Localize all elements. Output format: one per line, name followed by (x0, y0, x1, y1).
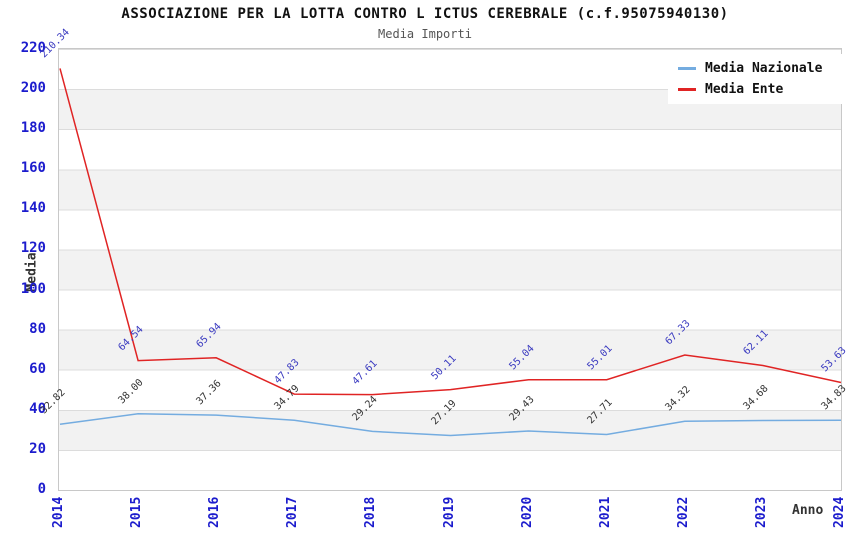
legend-item-label: Media Nazionale (705, 61, 823, 76)
x-tick-label: 2022 (675, 496, 691, 528)
x-tick-label: 2015 (129, 496, 145, 528)
legend-swatch-icon (678, 67, 696, 70)
plot-area: 32.82 38.00 37.36 34.79 29.24 27.19 29.43 27.71… (39, 27, 849, 491)
y-tick-label: 20 (29, 440, 46, 457)
legend-item-label: Media Ente (705, 82, 784, 97)
x-tick-label: 2017 (285, 496, 301, 528)
y-tick-label: 80 (29, 320, 46, 337)
x-tick-label: 2023 (753, 496, 769, 528)
y-tick-label: 40 (29, 400, 46, 417)
series-line-media-ente (59, 68, 842, 396)
x-tick-label: 2018 (363, 496, 379, 528)
chart-subtitle: Media Importi (378, 27, 472, 41)
x-tick-label: 2019 (441, 496, 457, 528)
legend: Media Nazionale Media Ente (668, 54, 846, 104)
legend-item: Media Nazionale (678, 58, 846, 79)
y-tick-label: 60 (29, 360, 46, 377)
x-tick-label: 2014 (51, 496, 66, 528)
x-tick-label: 2024 (832, 496, 847, 528)
x-tick-label: 2020 (519, 496, 535, 528)
y-tick-label: 200 (20, 80, 46, 97)
x-axis-title: Anno (792, 503, 824, 518)
y-tick-label: 140 (20, 200, 46, 217)
y-tick-label: 100 (20, 280, 46, 297)
x-tick-label: 2016 (207, 496, 223, 528)
y-tick-label: 120 (20, 240, 46, 257)
y-tick-label: 160 (20, 160, 46, 177)
series-line-media-nazionale (59, 413, 842, 437)
legend-swatch-icon (678, 88, 696, 91)
series-lines-canvas (59, 68, 842, 437)
chart-title: ASSOCIAZIONE PER LA LOTTA CONTRO L ICTUS… (121, 6, 729, 22)
y-tick-label: 180 (20, 120, 46, 137)
y-tick-label: 220 (20, 40, 46, 56)
legend-item: Media Ente (678, 79, 846, 100)
y-tick-label: 0 (37, 481, 46, 497)
x-tick-label: 2021 (597, 496, 613, 528)
